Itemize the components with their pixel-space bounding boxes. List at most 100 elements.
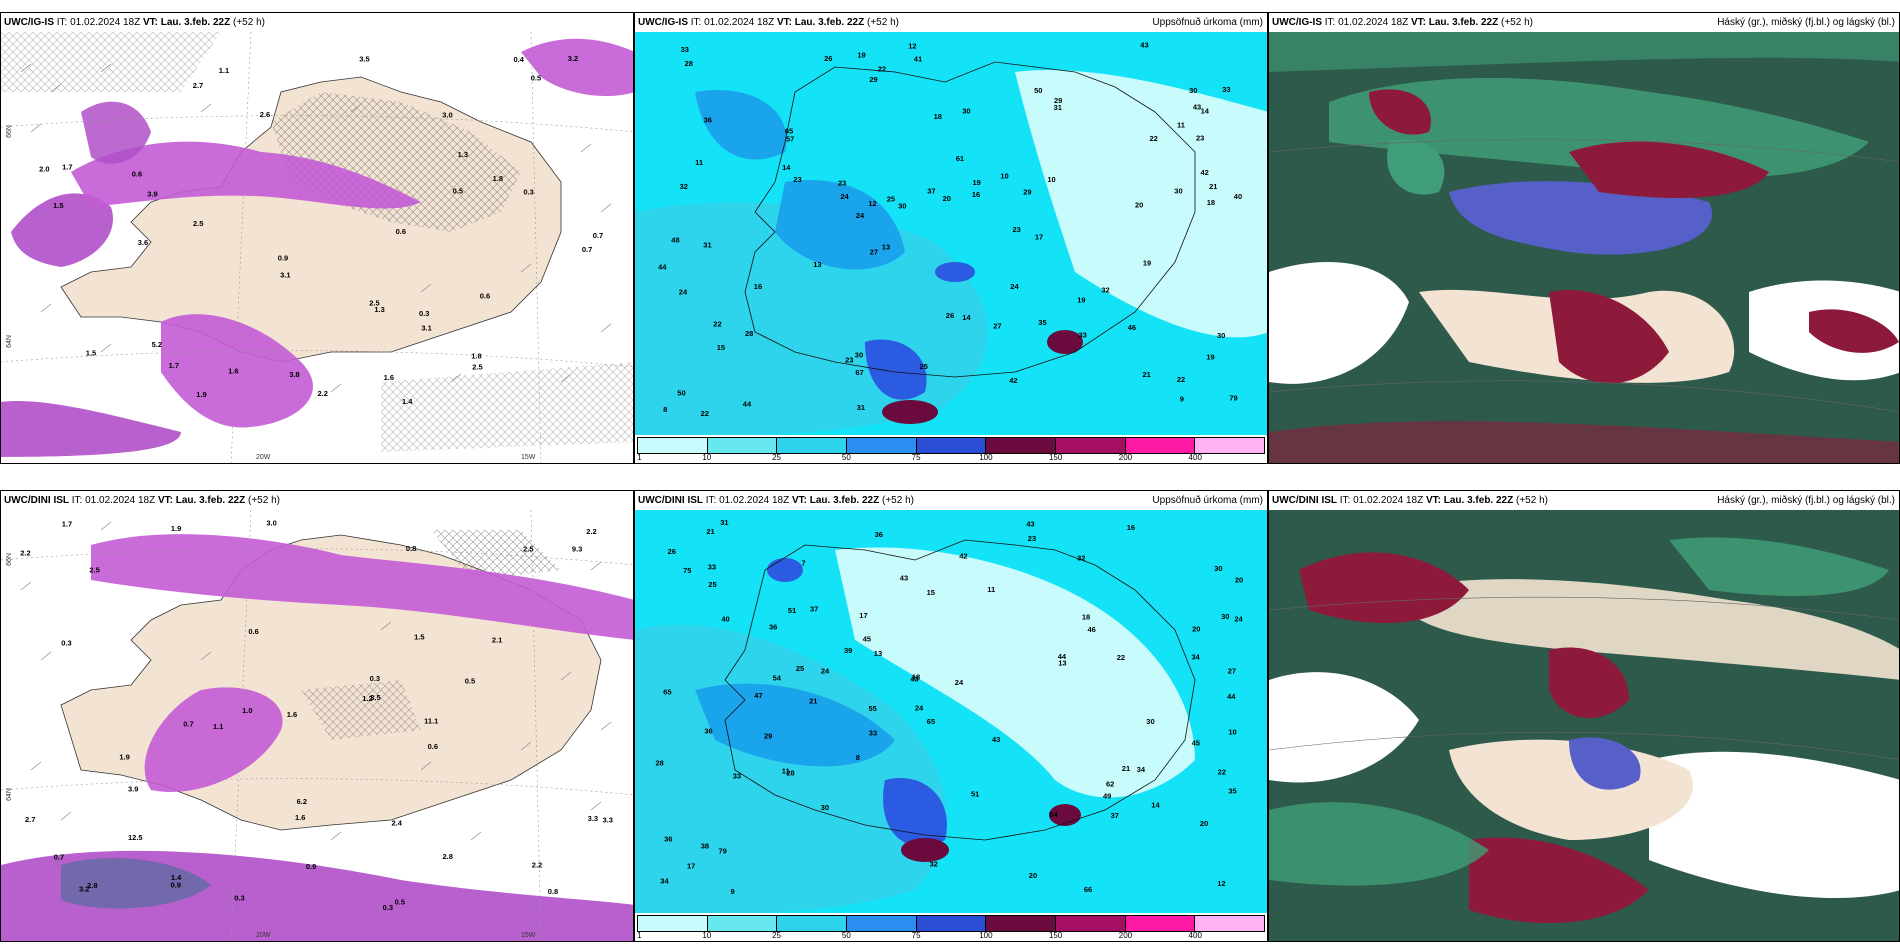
legend-swatch	[1195, 438, 1265, 453]
map-value-label: 43	[1193, 103, 1201, 112]
map-value-label: 42	[959, 551, 967, 560]
map-value-label: 31	[1054, 103, 1062, 112]
map-value-label: 2.5	[523, 545, 533, 554]
map-value-label: 19	[973, 178, 981, 187]
map-value-label: 11	[1177, 120, 1185, 129]
map-value-label: 35	[1038, 318, 1046, 327]
map-value-label: 27	[1228, 667, 1236, 676]
legend-swatch	[916, 916, 987, 931]
map-value-label: 75	[683, 566, 691, 575]
latitude-label: 66N	[5, 553, 13, 566]
map-value-label: 29	[1023, 188, 1031, 197]
map-value-label: 30	[1221, 612, 1229, 621]
panel-header-right: Háský (gr.), miðský (fj.bl.) og lágský (…	[1717, 17, 1895, 28]
legend-tick-label: 100	[979, 931, 993, 940]
map-value-label: 36	[704, 115, 712, 124]
map-value-label: 0.7	[183, 719, 193, 728]
map-value-label: 42	[1009, 376, 1017, 385]
map-value-label: 22	[713, 319, 721, 328]
map-value-label: 0.8	[548, 887, 558, 896]
map-value-label: 27	[870, 247, 878, 256]
map-value-label: 0.7	[593, 231, 603, 240]
legend-tick-label: 150	[1048, 453, 1063, 462]
map-value-label: 13	[1058, 658, 1066, 667]
map-value-label: 51	[788, 606, 796, 615]
map-value-label: 1.3	[458, 150, 468, 159]
legend-tick-label: 1	[637, 931, 642, 940]
map-value-label: 66	[1084, 885, 1092, 894]
map-value-label: 24	[856, 211, 865, 220]
map-value-label: 8	[663, 405, 667, 414]
map-value-label: 1.9	[196, 390, 206, 399]
map-value-label: 44	[658, 262, 667, 271]
map-value-label: 0.6	[428, 742, 438, 751]
panel-header: UWC/IG-IS IT: 01.02.2024 18Z VT: Lau. 3.…	[1, 13, 633, 32]
map-value-label: 18	[1082, 612, 1090, 621]
wind-map: 1.4 2.7 5.2 0.6 1.8 1.6 0.7 2.5 3.1 1.7 1.5 2.0 0.9 2…	[1, 32, 633, 463]
map-value-label: 20	[1135, 200, 1143, 209]
map-value-label: 26	[824, 54, 832, 63]
map-value-label: 0.3	[61, 639, 71, 648]
map-value-label: 24	[915, 704, 924, 713]
map-value-label: 23	[1013, 225, 1021, 234]
map-value-label: 31	[720, 518, 728, 527]
map-value-label: 1.3	[374, 305, 384, 314]
map-value-label: 21	[706, 527, 714, 536]
map-value-label: 38	[701, 842, 709, 851]
map-value-label: 47	[754, 691, 762, 700]
map-value-label: 11	[987, 585, 995, 594]
map-value-label: 23	[1196, 134, 1204, 143]
map-value-label: 65	[785, 127, 793, 136]
map-value-label: 12	[868, 199, 876, 208]
map-value-label: 1.7	[62, 162, 72, 171]
map-value-label: 21	[1143, 370, 1151, 379]
map-value-label: 24	[1010, 282, 1019, 291]
panel-header: UWC/IG-IS IT: 01.02.2024 18Z VT: Lau. 3.…	[635, 13, 1267, 32]
map-value-label: 37	[810, 605, 818, 614]
map-value-label: 28	[745, 329, 753, 338]
map-value-label: 26	[946, 311, 954, 320]
map-value-label: 34	[1191, 652, 1200, 661]
map-value-label: 54	[1049, 810, 1058, 819]
legend-tick-label: 1	[637, 453, 642, 462]
legend-swatch	[638, 438, 708, 453]
map-value-label: 43	[1140, 41, 1148, 50]
map-value-label: 3.8	[289, 370, 299, 379]
map-value-label: 7	[802, 559, 806, 568]
legend-swatch	[707, 916, 778, 931]
map-value-label: 36	[875, 530, 883, 539]
map-value-label: 0.8	[406, 544, 416, 553]
map-value-label: 1.5	[86, 348, 96, 357]
map-value-label: 17	[687, 862, 695, 871]
map-value-label: 40	[721, 615, 729, 624]
map-value-label: 0.3	[234, 894, 244, 903]
map-value-label: 22	[1150, 134, 1158, 143]
map-value-label: 22	[1177, 375, 1185, 384]
map-value-label: 51	[971, 789, 979, 798]
map-value-label: 25	[796, 664, 804, 673]
map-value-label: 24	[821, 667, 830, 676]
map-value-label: 2.8	[87, 881, 97, 890]
map-value-label: 1.6	[384, 373, 394, 382]
legend-tick-label: 400	[1188, 931, 1202, 940]
map-value-label: 79	[719, 847, 727, 856]
map-value-label: 79	[1229, 394, 1237, 403]
map-value-label: 34	[1137, 765, 1146, 774]
wind-precip-panel-bottom: UWC/DINI ISL IT: 01.02.2024 18Z VT: Lau.…	[0, 490, 634, 942]
map-value-label: 29	[1054, 96, 1062, 105]
map-value-label: 0.6	[480, 292, 490, 301]
map-value-label: 44	[1227, 692, 1236, 701]
map-value-label: 30	[821, 803, 829, 812]
map-value-label: 3.5	[370, 693, 380, 702]
map-value-label: 27	[993, 321, 1001, 330]
map-value-label: 2.4	[392, 819, 403, 828]
precip-panel-bottom: UWC/DINI ISL IT: 01.02.2024 18Z VT: Lau.…	[634, 490, 1268, 942]
map-value-label: 10	[1047, 175, 1055, 184]
legend-tick-label: 50	[841, 931, 851, 940]
map-value-label: 18	[1207, 198, 1215, 207]
map-value-label: 15	[927, 588, 935, 597]
map-value-label: 30	[1189, 86, 1197, 95]
legend-swatch	[1056, 438, 1126, 453]
map-value-label: 30	[1146, 717, 1154, 726]
map-value-label: 2.5	[369, 298, 379, 307]
